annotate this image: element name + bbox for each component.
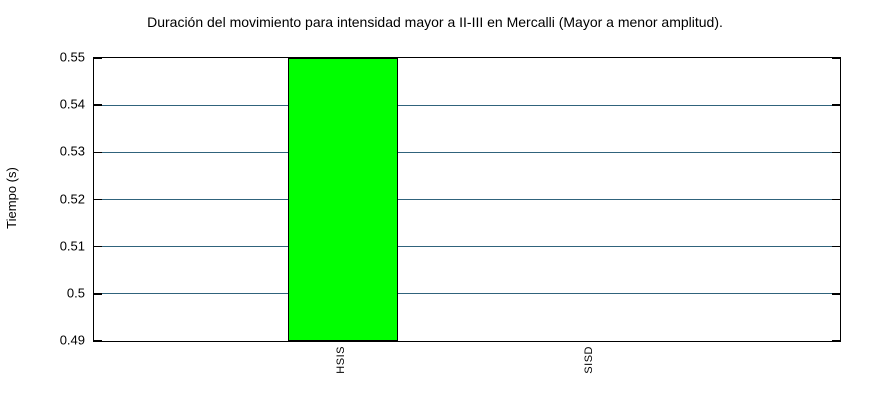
gridline xyxy=(94,104,840,106)
y-tick-mark xyxy=(832,293,840,295)
y-tick-mark xyxy=(832,104,840,106)
y-tick-label: 0.49 xyxy=(59,332,85,348)
plot-area xyxy=(93,57,841,342)
y-tick-mark xyxy=(94,245,102,248)
y-tick-label: 0.52 xyxy=(59,191,85,206)
y-tick-mark xyxy=(832,151,840,154)
chart-title: Duración del movimiento para intensidad … xyxy=(147,14,723,30)
y-tick-mark xyxy=(832,245,840,248)
y-tick-mark xyxy=(94,198,102,201)
y-tick-mark xyxy=(832,57,840,59)
y-tick-mark xyxy=(832,340,840,342)
y-tick-mark xyxy=(94,104,102,106)
gridline xyxy=(94,246,840,248)
gridline xyxy=(94,293,840,295)
y-tick-label: 0.54 xyxy=(59,96,85,112)
y-tick-label: 0.53 xyxy=(59,143,85,159)
y-tick-mark xyxy=(94,293,102,295)
y-tick-label: 0.5 xyxy=(66,285,85,301)
y-tick-mark xyxy=(94,151,102,154)
x-tick-label-hsis: HSIS xyxy=(334,346,347,374)
gridline xyxy=(94,151,840,153)
y-tick-mark xyxy=(94,57,102,59)
y-tick-mark xyxy=(94,340,102,342)
y-tick-label: 0.55 xyxy=(59,49,85,65)
y-tick-label: 0.51 xyxy=(59,238,85,254)
gridline xyxy=(94,199,840,200)
x-tick-label-sisd: SISD xyxy=(583,346,596,374)
y-tick-mark xyxy=(832,198,840,201)
bar-hsis xyxy=(287,58,398,341)
